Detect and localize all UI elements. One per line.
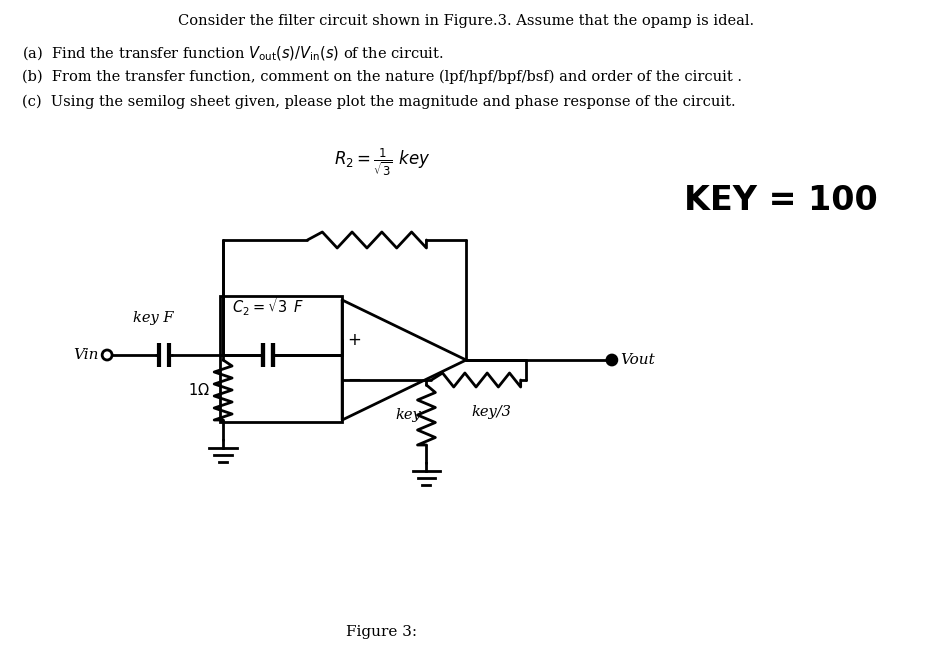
Text: Figure 3:: Figure 3: — [346, 625, 418, 639]
Text: key F: key F — [134, 311, 174, 325]
Text: KEY = 100: KEY = 100 — [684, 183, 878, 217]
Text: (c)  Using the semilog sheet given, please plot the magnitude and phase response: (c) Using the semilog sheet given, pleas… — [22, 95, 736, 109]
Text: key/3: key/3 — [471, 405, 511, 419]
Bar — [220, 296, 343, 422]
Text: −: − — [347, 371, 361, 389]
Text: (b)  From the transfer function, comment on the nature (lpf/hpf/bpf/bsf) and ord: (b) From the transfer function, comment … — [22, 70, 742, 84]
Text: +: + — [347, 331, 361, 349]
Circle shape — [607, 355, 617, 365]
Text: key: key — [396, 408, 422, 422]
Text: Vout: Vout — [620, 353, 655, 367]
Text: $1\Omega$: $1\Omega$ — [188, 382, 210, 398]
Text: $C_2 = \sqrt{3}\ F$: $C_2 = \sqrt{3}\ F$ — [231, 295, 304, 318]
Text: $R_2 = \frac{1}{\sqrt{3}}\ key$: $R_2 = \frac{1}{\sqrt{3}}\ key$ — [334, 147, 430, 178]
Text: (a)  Find the transfer function $V_{\mathrm{out}}(s)/V_{\mathrm{in}}(s)$ of the : (a) Find the transfer function $V_{\math… — [22, 45, 443, 63]
Text: Vin: Vin — [73, 348, 99, 362]
Text: Consider the filter circuit shown in Figure.3. Assume that the opamp is ideal.: Consider the filter circuit shown in Fig… — [178, 14, 754, 28]
